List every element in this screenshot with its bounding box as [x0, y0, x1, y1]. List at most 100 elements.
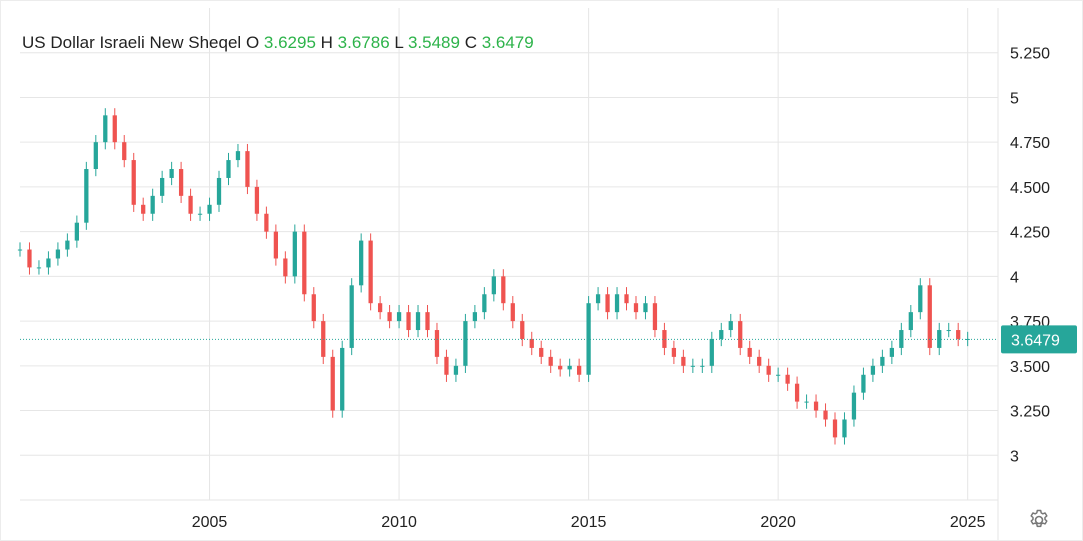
candle-body: [558, 365, 563, 370]
instrument-name: US Dollar Israeli New Sheqel: [22, 33, 242, 52]
candle-body: [899, 330, 904, 348]
candle-body: [785, 374, 790, 384]
last-price-badge: [1001, 325, 1077, 354]
open-label: O: [245, 33, 260, 52]
candle-body: [946, 330, 951, 332]
candle-body: [349, 285, 354, 348]
candle-body: [160, 177, 165, 196]
candle-body: [235, 151, 241, 161]
y-tick-label: 4.500: [1010, 180, 1050, 197]
candle-body: [415, 312, 421, 331]
candle-body: [27, 249, 32, 268]
candle-body: [823, 410, 828, 420]
candle-body: [529, 338, 534, 348]
candle-body: [226, 160, 231, 178]
candle-body: [396, 312, 402, 322]
candle-body: [662, 330, 667, 348]
x-tick-label: 2020: [760, 514, 796, 531]
candle-body: [520, 321, 525, 339]
candle-body: [103, 115, 108, 143]
candle-body: [178, 169, 184, 196]
candle-body: [434, 330, 440, 357]
candle-body: [425, 312, 430, 331]
x-tick-label: 2010: [381, 514, 417, 531]
close-value: 3.6479: [481, 33, 534, 52]
candle-body: [207, 204, 212, 214]
candle-body: [17, 249, 23, 251]
candle-body: [576, 365, 582, 375]
candle-body: [870, 365, 876, 375]
candle-body: [956, 330, 961, 339]
low-value: 3.5489: [407, 33, 460, 52]
y-tick-label: 3.250: [1010, 404, 1050, 421]
candle-body: [302, 231, 307, 295]
candle-body: [65, 240, 70, 250]
x-tick-label: 2005: [192, 514, 228, 531]
candle-body: [671, 347, 677, 357]
candle-body: [406, 312, 411, 331]
y-tick-label: 3.500: [1010, 359, 1050, 376]
candle-body: [614, 294, 620, 313]
candle-body: [832, 419, 838, 438]
candle-body: [368, 240, 373, 304]
candle-body: [965, 338, 970, 340]
high-value: 3.6786: [337, 33, 390, 52]
y-tick-label: 3: [1010, 448, 1019, 465]
y-tick-label: 4.750: [1010, 135, 1050, 152]
candle-body: [595, 294, 601, 304]
candle-body: [150, 195, 155, 214]
candle-body: [738, 321, 743, 348]
candle-body: [472, 312, 478, 322]
y-tick-label: 5.250: [1010, 46, 1050, 63]
close-label: C: [464, 33, 477, 52]
candle-body: [453, 365, 459, 375]
candle-body: [491, 276, 496, 295]
candle-body: [377, 303, 383, 313]
y-tick-label: 4.250: [1010, 225, 1050, 242]
candle-body: [112, 115, 117, 143]
candle-body: [340, 347, 345, 411]
candle-body: [74, 222, 79, 241]
candle-body: [46, 258, 51, 268]
candle-body: [131, 160, 136, 205]
high-label: H: [320, 33, 333, 52]
candle-body: [273, 231, 279, 259]
candle-body: [719, 330, 724, 339]
candle-body: [55, 249, 61, 259]
candle-body: [700, 365, 705, 367]
candle-body: [122, 142, 127, 161]
candle-body: [776, 374, 781, 376]
candle-body: [918, 285, 923, 313]
candle-body: [927, 285, 932, 348]
candle-body: [264, 213, 269, 232]
candle-body: [254, 186, 260, 214]
chart-title-line: US Dollar Israeli New Sheqel O 3.6295 H …: [22, 33, 534, 53]
x-tick-label: 2015: [571, 514, 607, 531]
candle-body: [387, 312, 392, 322]
candle-body: [188, 195, 193, 214]
candle-body: [197, 213, 203, 215]
candle-body: [747, 347, 752, 357]
low-label: L: [394, 33, 404, 52]
open-value: 3.6295: [263, 33, 316, 52]
candle-body: [84, 169, 89, 223]
candle-body: [463, 321, 468, 366]
candle-body: [728, 321, 733, 331]
candle-body: [245, 151, 250, 187]
candle-body: [311, 294, 316, 322]
candle-body: [643, 303, 648, 313]
candle-body: [539, 347, 544, 357]
candle-body: [359, 240, 364, 286]
candle-body: [501, 276, 506, 304]
candle-body: [842, 419, 847, 438]
candle-body: [908, 312, 913, 331]
candle-body: [804, 401, 809, 403]
candle-body: [510, 303, 515, 322]
gear-icon[interactable]: [1027, 508, 1051, 532]
candle-body: [605, 294, 610, 313]
candle-body: [757, 356, 762, 366]
candle-body: [36, 267, 42, 269]
